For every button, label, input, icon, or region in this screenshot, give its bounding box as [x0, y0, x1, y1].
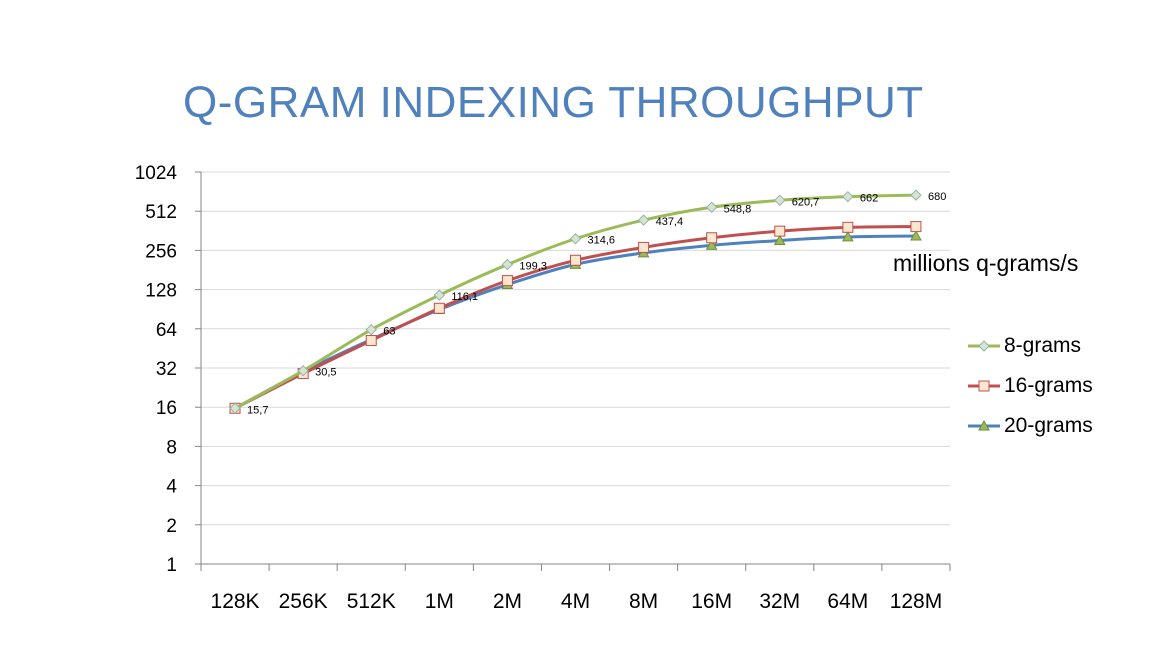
data-point-16-grams	[706, 232, 718, 244]
data-point-20-grams	[842, 230, 854, 242]
data-point-16-grams	[433, 302, 445, 314]
x-tick-label: 128K	[211, 590, 260, 613]
x-tick-label: 128M	[890, 590, 943, 613]
y-tick-label: 1	[166, 555, 177, 576]
data-point-8-grams	[842, 190, 854, 203]
x-tick-label: 32M	[759, 590, 800, 613]
legend-label-20-grams: 20-grams	[1004, 414, 1093, 437]
data-label: 30,5	[315, 367, 336, 379]
data-label: 199,3	[519, 261, 547, 273]
y-tick-label: 1024	[135, 163, 178, 184]
data-point-8-grams	[637, 214, 650, 226]
data-point-8-grams	[569, 233, 582, 245]
data-point-8-grams	[705, 201, 718, 213]
x-tick-label: 4M	[561, 590, 590, 613]
y-tick-label: 256	[145, 241, 177, 262]
data-label: 620,7	[792, 196, 820, 208]
legend-item-8-grams: 8-grams	[966, 334, 1136, 374]
y-tick-label: 2	[166, 516, 177, 537]
y-tick-label: 8	[166, 437, 177, 458]
series-line-16-grams	[234, 225, 916, 410]
data-point-8-grams	[774, 194, 786, 207]
data-label: 680	[928, 191, 946, 203]
legend-swatch-16-grams	[968, 380, 1000, 392]
chart-legend: 8-grams 16-grams 20-grams	[966, 334, 1136, 454]
data-point-16-grams	[501, 275, 513, 287]
x-tick-label: 512K	[347, 590, 396, 613]
data-label: 548,8	[724, 203, 752, 215]
data-label: 437,4	[656, 216, 684, 228]
legend-item-20-grams: 20-grams	[966, 414, 1136, 454]
data-label: 15,7	[247, 404, 268, 416]
data-point-16-grams	[570, 254, 581, 266]
series-line-8-grams	[234, 193, 916, 410]
data-label: 662	[860, 193, 878, 205]
legend-label-8-grams: 8-grams	[1004, 334, 1082, 357]
data-point-8-grams	[365, 323, 377, 336]
y-tick-label: 128	[145, 281, 177, 302]
legend-swatch-20-grams	[968, 419, 1000, 431]
data-label: 116,1	[451, 291, 478, 303]
data-point-16-grams	[842, 221, 854, 233]
data-point-20-grams	[910, 230, 922, 241]
data-label: 63	[383, 326, 395, 338]
y-axis-unit-label: millions q-grams/s	[893, 250, 1079, 276]
y-tick-label: 512	[145, 202, 177, 223]
x-tick-label: 64M	[827, 590, 868, 613]
x-tick-label: 2M	[493, 590, 522, 613]
data-point-8-grams	[297, 365, 309, 377]
data-point-20-grams	[773, 234, 786, 245]
data-label: 314,6	[588, 235, 616, 247]
data-point-16-grams	[365, 335, 377, 347]
y-tick-label: 32	[156, 359, 177, 380]
x-tick-label: 256K	[279, 590, 328, 613]
x-tick-label: 16M	[691, 590, 732, 613]
data-point-8-grams	[501, 258, 514, 271]
chart-title: Q-GRAM INDEXING THROUGHPUT	[183, 78, 924, 127]
data-point-8-grams	[433, 289, 446, 301]
x-tick-label: 8M	[629, 590, 658, 613]
y-tick-label: 64	[156, 320, 178, 341]
legend-label-16-grams: 16-grams	[1004, 374, 1093, 397]
y-tick-label: 4	[166, 477, 177, 498]
data-point-8-grams	[910, 189, 922, 201]
data-point-8-grams	[229, 402, 241, 414]
data-point-16-grams	[774, 225, 786, 237]
legend-swatch-8-grams	[968, 340, 1000, 352]
data-point-20-grams	[705, 239, 718, 250]
x-tick-label: 1M	[425, 590, 454, 613]
data-point-16-grams	[638, 241, 650, 253]
y-tick-label: 16	[156, 398, 177, 419]
legend-item-16-grams: 16-grams	[966, 374, 1136, 414]
data-point-16-grams	[910, 221, 922, 233]
